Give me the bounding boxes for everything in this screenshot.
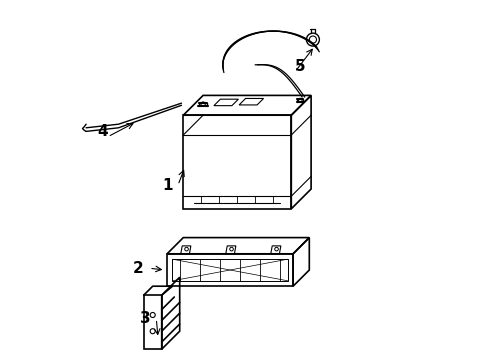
Text: 4: 4	[97, 124, 107, 139]
Text: 5: 5	[294, 59, 305, 74]
Text: 1: 1	[162, 178, 172, 193]
Text: 2: 2	[133, 261, 143, 276]
Text: 3: 3	[140, 311, 150, 326]
